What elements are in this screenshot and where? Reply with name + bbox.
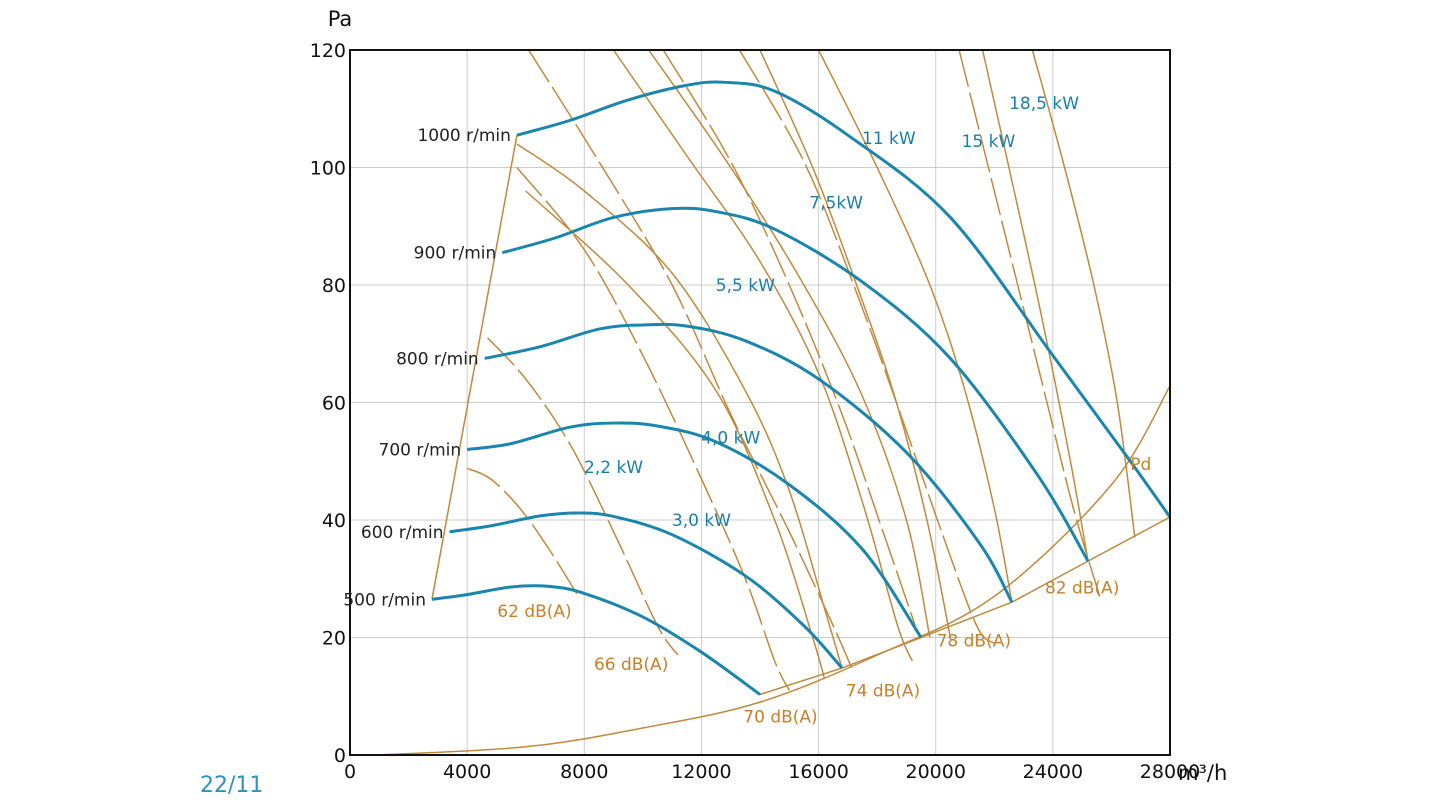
power-label: 15 kW [962,132,1016,152]
speed-label: 800 r/min [396,349,479,369]
power-label: 2,2 kW [584,458,643,478]
x-tick-label: 24000 [1023,761,1083,783]
power-label: 4,0 kW [701,429,760,449]
y-tick-label: 60 [322,393,346,415]
speed-curves [431,80,1172,696]
noise-label: 78 dB(A) [937,631,1011,651]
power-label: 3,0 kW [672,511,731,531]
noise-line [516,167,790,691]
x-tick-label: 28000 [1140,761,1200,783]
x-tick-label: 0 [344,761,356,783]
power-line [516,143,843,669]
noise-line [662,49,916,626]
power-label: 7,5kW [809,194,863,214]
y-tick-label: 20 [322,628,346,650]
power-line [525,190,826,679]
y-tick-label: 120 [310,40,346,62]
power-and-noise-lines [376,49,1171,756]
x-tick-label: 4000 [443,761,491,783]
speed-label: 600 r/min [361,523,444,543]
x-axis-label: m³/h [1178,761,1227,785]
noise-label: 74 dB(A) [846,681,920,701]
speed-curve [516,80,1172,518]
noise-line [528,49,855,674]
envelope-right [759,516,1171,696]
noise-line [958,49,1101,597]
noise-label: 62 dB(A) [497,602,571,622]
speed-label: 900 r/min [414,244,497,264]
speed-curve [431,584,761,696]
power-label: 5,5 kW [716,276,775,296]
curve-labels: 500 r/min 600 r/min 700 r/min 800 r/min 900 … [343,94,1151,728]
power-label: 18,5 kW [1009,94,1079,114]
y-tick-label: 40 [322,510,346,532]
page-number: 22/11 [200,773,264,798]
speed-curve [466,421,923,639]
grid [350,50,1170,755]
power-line [612,49,913,662]
power-line [759,49,952,638]
pd-curve [376,385,1171,756]
speed-curve [449,511,844,670]
speed-label: 700 r/min [379,441,462,461]
y-tick-label: 80 [322,275,346,297]
y-tick-label: 0 [334,745,346,767]
x-tick-label: 12000 [671,761,731,783]
speed-curve [484,322,1014,603]
power-line [981,49,1089,562]
y-tick-label: 100 [310,158,346,180]
noise-label: 82 dB(A) [1045,578,1119,598]
noise-label: 70 dB(A) [743,708,817,728]
speed-curve [501,206,1090,562]
axis-ticks: 0 4000 8000 12000 16000 20000 24000 28000 0 20 40 6… [310,40,1200,783]
x-tick-label: 8000 [560,761,608,783]
power-line [1031,49,1136,538]
power-label: 11 kW [862,129,916,149]
pd-label: Pd [1130,455,1151,475]
power-line [648,49,931,638]
noise-label: 66 dB(A) [594,655,668,675]
x-tick-label: 20000 [905,761,965,783]
x-tick-label: 16000 [788,761,848,783]
y-axis-label: Pa [328,7,353,31]
noise-line [466,467,580,597]
plot-frame [349,49,1171,756]
speed-label: 500 r/min [343,590,426,610]
speed-label: 1000 r/min [417,126,510,146]
envelope-left [431,135,518,600]
